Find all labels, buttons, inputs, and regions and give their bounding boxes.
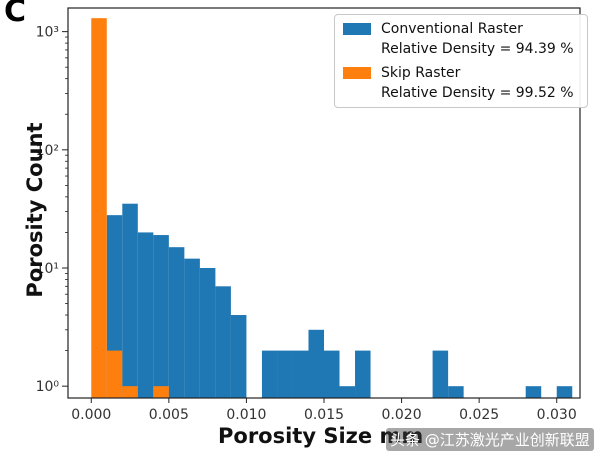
x-tick-label: 0.010: [226, 407, 266, 423]
x-tick-label: 0.005: [149, 407, 189, 423]
x-tick-label: 0.025: [459, 407, 499, 423]
legend-label-conventional: Conventional Raster: [381, 21, 523, 37]
conventional-bar: [324, 350, 340, 398]
conventional-bar: [137, 232, 154, 398]
y-tick-label: 10⁰: [36, 379, 60, 395]
y-ticks: 10⁰ 10¹ 10² 10³: [36, 25, 68, 395]
watermark: 头条 @江苏激光产业创新联盟: [386, 428, 594, 451]
conventional-bar: [339, 386, 356, 398]
conventional-raster-bars: [106, 203, 573, 398]
conventional-bar: [525, 386, 542, 398]
conventional-bar: [215, 286, 231, 398]
x-ticks: 0.000 0.005 0.010 0.015 0.020 0.025 0.030: [71, 398, 577, 423]
conventional-bar: [292, 350, 309, 398]
y-tick-label: 10²: [36, 143, 59, 159]
y-tick-label: 10³: [36, 25, 59, 41]
x-tick-label: 0.000: [71, 407, 111, 423]
x-tick-label: 0.020: [382, 407, 422, 423]
panel-label: C: [4, 0, 27, 29]
conventional-bar: [448, 386, 464, 398]
conventional-bar: [355, 350, 371, 398]
y-tick-label: 10¹: [36, 261, 59, 277]
y-axis-label: Porosity Count: [23, 122, 47, 298]
conventional-bar: [122, 203, 138, 398]
conventional-bar: [277, 350, 293, 398]
conventional-bar: [153, 235, 169, 398]
skip-bar: [106, 350, 123, 398]
legend: Conventional Raster Relative Density = 9…: [334, 14, 588, 108]
legend-label-skip: Skip Raster: [381, 65, 461, 81]
conventional-bar: [432, 350, 449, 398]
skip-raster-bars: [91, 18, 169, 399]
legend-density-conventional: Relative Density = 94.39 %: [381, 41, 574, 57]
legend-swatch-conventional: [343, 23, 371, 35]
conventional-bar: [261, 350, 278, 398]
legend-swatch-skip: [343, 67, 371, 79]
conventional-bar: [556, 386, 573, 398]
skip-bar: [91, 18, 107, 399]
x-tick-label: 0.015: [304, 407, 344, 423]
conventional-bar: [199, 268, 216, 398]
conventional-bar: [168, 247, 185, 398]
legend-density-skip: Relative Density = 99.52 %: [381, 85, 574, 101]
conventional-bar: [230, 315, 247, 398]
conventional-bar: [184, 258, 200, 398]
conventional-bar: [308, 329, 324, 398]
skip-bar: [153, 386, 169, 398]
x-axis-label: Porosity Size mm: [218, 424, 424, 448]
skip-bar: [122, 386, 138, 398]
x-tick-label: 0.030: [537, 407, 577, 423]
